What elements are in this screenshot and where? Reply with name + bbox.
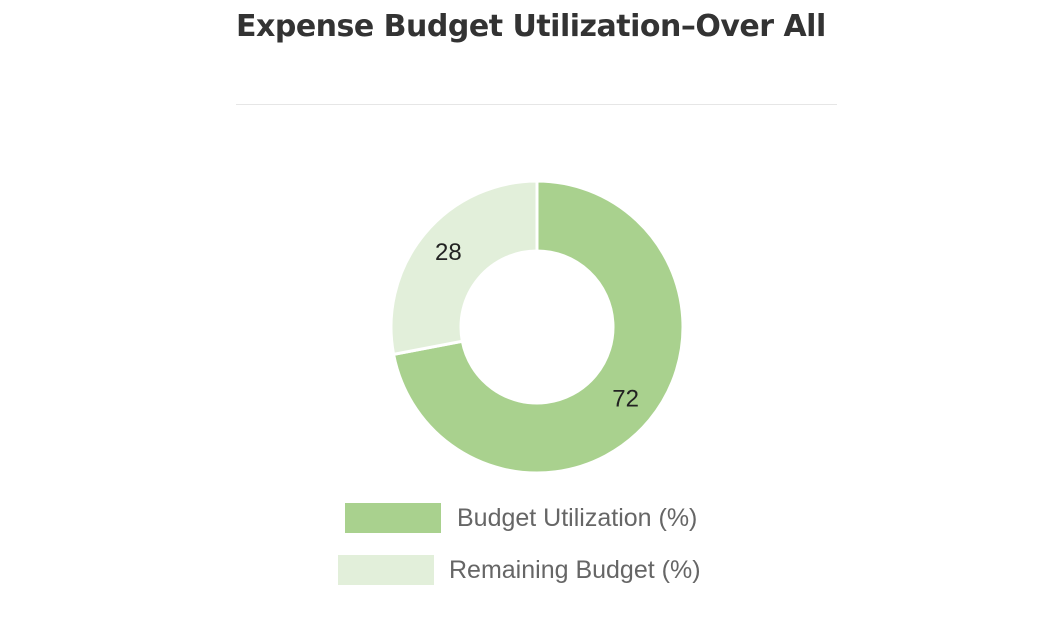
legend-swatch-remaining-budget (338, 555, 434, 585)
legend-label-budget-utilization: Budget Utilization (%) (457, 503, 698, 532)
donut-slice-remaining-budget[interactable] (389, 179, 539, 357)
legend-label-remaining-budget: Remaining Budget (%) (449, 555, 701, 584)
legend-item-remaining-budget[interactable]: Remaining Budget (%) (338, 544, 701, 596)
donut-slice-budget-utilization[interactable] (391, 179, 685, 475)
donut-label-budget-utilization: 72 (612, 386, 639, 413)
legend-swatch-budget-utilization (345, 503, 441, 533)
legend-item-budget-utilization[interactable]: Budget Utilization (%) (338, 492, 701, 544)
chart-title: Expense Budget Utilization–Over All (236, 9, 826, 44)
title-divider (236, 104, 837, 105)
donut-label-remaining-budget: 28 (435, 239, 462, 266)
chart-legend: Budget Utilization (%) Remaining Budget … (338, 492, 701, 596)
